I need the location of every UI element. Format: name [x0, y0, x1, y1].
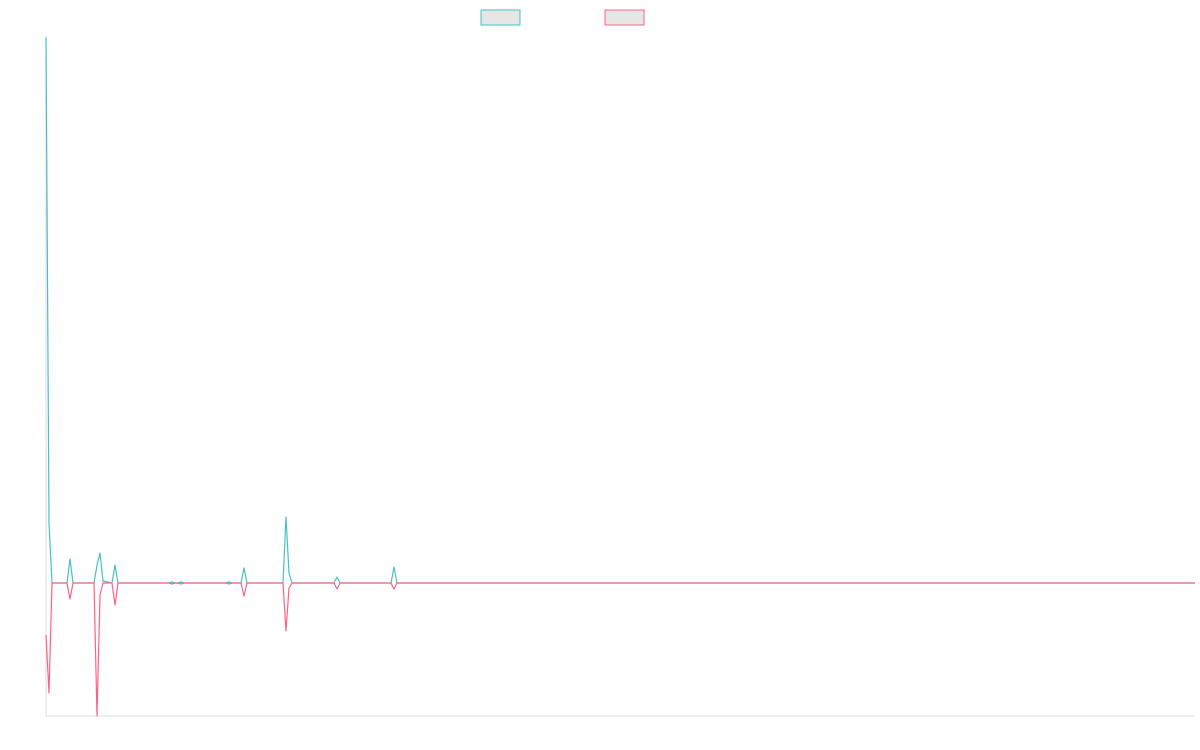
series-line: [45, 582, 1195, 717]
series-line: [45, 36, 1195, 584]
legend-swatch: [604, 9, 645, 26]
legend-swatch: [480, 9, 521, 26]
